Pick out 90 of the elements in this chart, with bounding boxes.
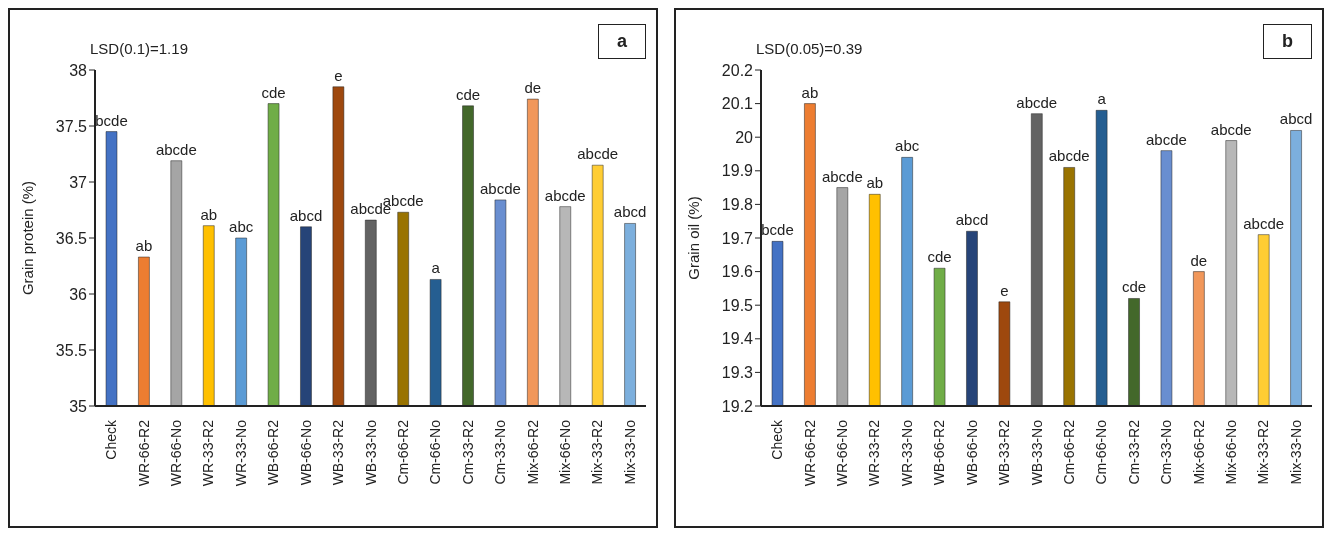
data-label: cde bbox=[455, 85, 481, 103]
y-tick-label: 20 bbox=[735, 128, 754, 146]
data-label: cde bbox=[927, 248, 952, 266]
x-tick-label: WB-66-R2 bbox=[265, 419, 282, 486]
y-tick-label: 35 bbox=[69, 397, 88, 415]
data-label: abcd bbox=[289, 206, 323, 224]
x-tick-label: WR-66-No bbox=[168, 419, 185, 487]
y-tick-label: 35.5 bbox=[55, 341, 88, 359]
data-label: abcde bbox=[1210, 120, 1252, 138]
data-label: abcde bbox=[577, 145, 619, 163]
x-tick-label: Mix-66-No bbox=[556, 419, 573, 485]
x-tick-label: WB-66-No bbox=[297, 419, 314, 486]
y-tick-label: 37 bbox=[69, 173, 88, 191]
x-tick-label: Check bbox=[103, 419, 120, 460]
x-tick-label: Cm-33-No bbox=[492, 419, 509, 485]
x-tick-label: WB-33-R2 bbox=[996, 419, 1013, 486]
y-tick-label: 19.6 bbox=[721, 263, 754, 281]
data-label: abcd bbox=[955, 211, 989, 229]
x-tick-label: WB-66-No bbox=[963, 419, 980, 486]
y-tick-label: 19.2 bbox=[721, 397, 754, 415]
data-label: abcde bbox=[544, 186, 586, 204]
data-label: e bbox=[334, 66, 343, 84]
data-label: de bbox=[524, 79, 542, 97]
x-tick-label: WR-33-R2 bbox=[200, 419, 217, 487]
x-tick-label: WB-33-No bbox=[1028, 419, 1045, 486]
y-tick-label: 19.7 bbox=[721, 229, 754, 247]
y-tick-label: 36.5 bbox=[55, 229, 88, 247]
x-tick-label: WR-66-No bbox=[834, 419, 851, 487]
x-tick-label: Cm-66-R2 bbox=[1060, 419, 1077, 485]
data-label: cde bbox=[261, 83, 286, 101]
data-label: cde bbox=[1121, 278, 1147, 296]
data-label: ab bbox=[866, 174, 884, 192]
y-tick-label: 19.3 bbox=[721, 364, 754, 382]
x-tick-label: Check bbox=[769, 419, 786, 460]
y-tick-label: 20.1 bbox=[721, 95, 754, 113]
x-tick-label: Cm-66-No bbox=[1093, 419, 1110, 485]
y-tick-label: 20.2 bbox=[721, 61, 754, 79]
x-tick-label: WB-33-R2 bbox=[330, 419, 347, 486]
x-tick-label: Mix-33-R2 bbox=[1255, 419, 1272, 485]
x-tick-label: WR-33-No bbox=[898, 419, 915, 487]
y-tick-label: 19.9 bbox=[721, 162, 754, 180]
x-tick-label: Mix-33-No bbox=[1287, 419, 1304, 485]
data-label: abc bbox=[229, 218, 254, 235]
x-tick-label: Mix-66-R2 bbox=[524, 419, 541, 485]
data-label: e bbox=[1000, 281, 1009, 299]
y-tick-label: 38 bbox=[69, 61, 88, 79]
data-label: ab bbox=[135, 237, 153, 255]
data-label: bcde bbox=[761, 221, 794, 239]
data-label: abcd bbox=[613, 203, 647, 221]
data-label: abcde bbox=[1146, 130, 1187, 148]
data-label: abcde bbox=[1048, 147, 1090, 165]
data-label: abcde bbox=[1016, 93, 1058, 111]
text: LSD(0.1)=1.19 bbox=[90, 40, 188, 57]
y-tick-label: 19.8 bbox=[721, 196, 754, 214]
y-tick-label: 37.5 bbox=[55, 117, 88, 135]
data-label: abcde bbox=[821, 167, 863, 185]
data-label: ab bbox=[801, 83, 819, 101]
y-axis-title: Grain oil (%) bbox=[685, 196, 703, 280]
data-label: a bbox=[1097, 90, 1107, 108]
data-label: ab bbox=[200, 205, 218, 223]
text: a bbox=[597, 24, 646, 59]
y-tick-label: 19.5 bbox=[721, 296, 754, 314]
x-tick-label: Mix-66-No bbox=[1222, 419, 1239, 485]
data-label: abcd bbox=[1279, 110, 1313, 128]
x-tick-label: Mix-33-No bbox=[621, 419, 638, 485]
x-tick-label: WR-66-R2 bbox=[135, 419, 152, 487]
x-tick-label: WB-33-No bbox=[362, 419, 379, 486]
x-tick-label: Cm-66-No bbox=[427, 419, 444, 485]
x-tick-label: Cm-66-R2 bbox=[394, 419, 411, 485]
data-label: abc bbox=[895, 137, 920, 155]
text: LSD(0.05)=0.39 bbox=[756, 40, 863, 57]
x-tick-label: WR-33-No bbox=[232, 419, 249, 487]
x-tick-label: Mix-33-R2 bbox=[589, 419, 606, 485]
x-tick-label: WR-66-R2 bbox=[801, 419, 818, 487]
y-tick-label: 19.4 bbox=[721, 330, 754, 348]
data-label: de bbox=[1190, 251, 1208, 269]
data-label: abcde bbox=[155, 140, 197, 158]
data-label: abcde bbox=[1243, 214, 1285, 232]
x-tick-label: WB-66-R2 bbox=[931, 419, 948, 486]
y-tick-label: 36 bbox=[69, 285, 88, 303]
data-label: a bbox=[431, 259, 441, 277]
text: b bbox=[1263, 24, 1312, 59]
x-tick-label: Mix-66-R2 bbox=[1190, 419, 1207, 485]
data-label: bcde bbox=[95, 111, 128, 129]
data-label: abcde bbox=[480, 179, 521, 197]
x-tick-label: Cm-33-No bbox=[1158, 419, 1175, 485]
y-axis-title: Grain protein (%) bbox=[19, 180, 37, 296]
x-tick-label: Cm-33-R2 bbox=[459, 419, 476, 485]
x-tick-label: WR-33-R2 bbox=[866, 419, 883, 487]
x-tick-label: Cm-33-R2 bbox=[1125, 419, 1142, 485]
